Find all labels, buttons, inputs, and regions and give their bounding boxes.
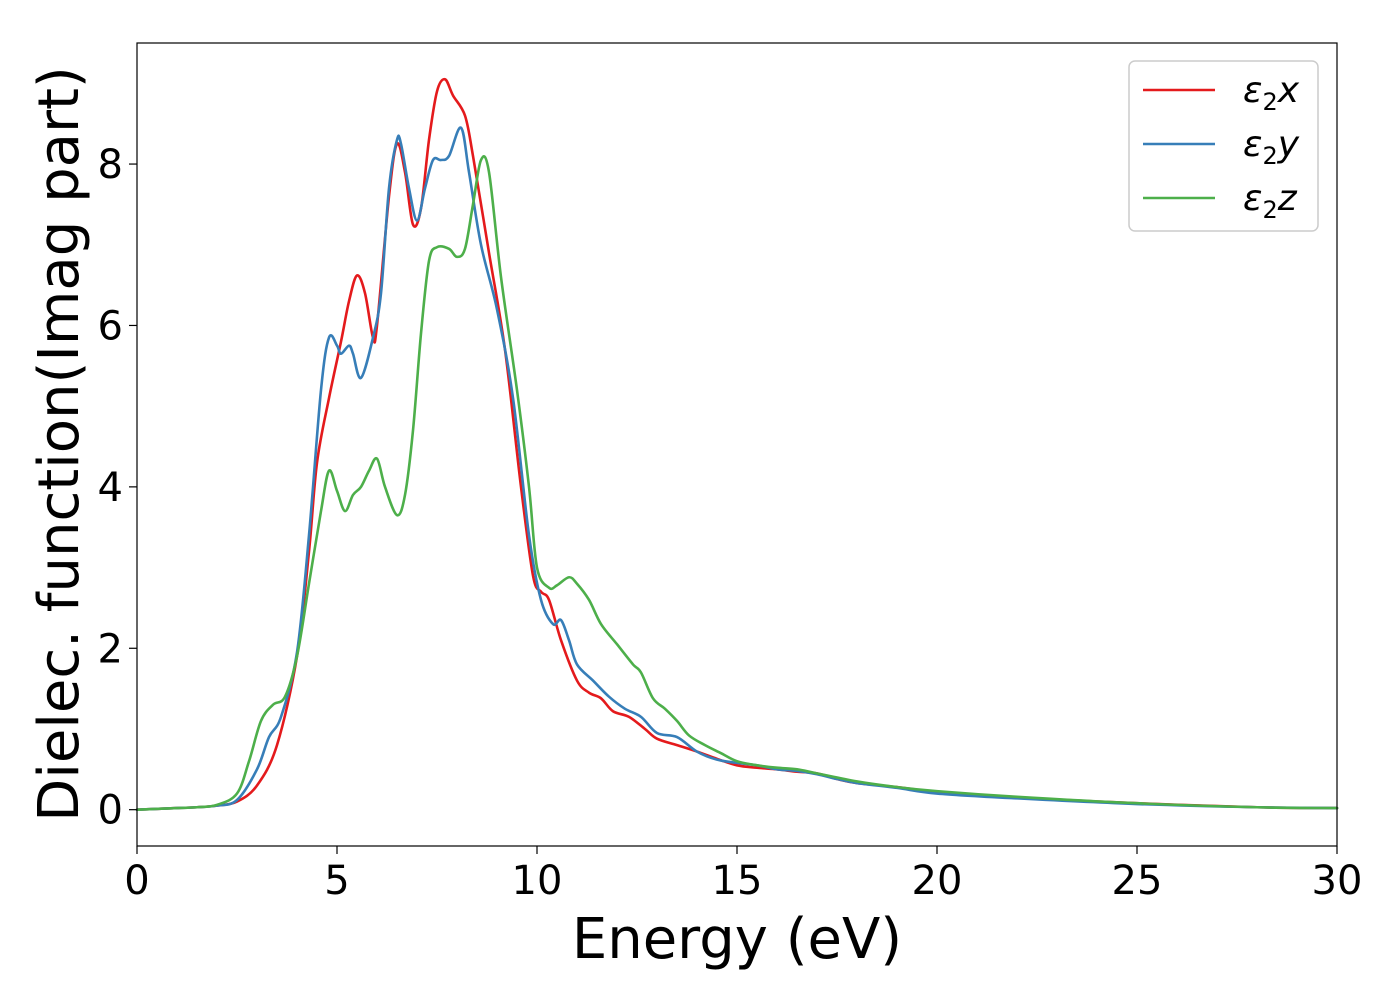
series-line-1 — [135, 126, 1339, 811]
x-axis-label: Energy (eV) — [572, 907, 902, 972]
legend-label-1: ε2y — [1243, 124, 1300, 170]
y-tick-label: 4 — [98, 465, 123, 511]
y-tick-label: 0 — [98, 788, 123, 834]
series-line-2 — [135, 155, 1339, 811]
x-tick-label: 25 — [1112, 858, 1163, 904]
x-tick-label: 20 — [912, 858, 963, 904]
x-tick-label: 30 — [1312, 858, 1363, 904]
x-tick-label: 10 — [512, 858, 563, 904]
y-tick-label: 2 — [98, 626, 123, 672]
series-lines — [135, 77, 1339, 811]
x-tick-label: 0 — [124, 858, 149, 904]
x-tick-label: 5 — [324, 858, 349, 904]
x-tick-label: 15 — [712, 858, 763, 904]
legend-box — [1128, 60, 1319, 232]
x-axis: 0 5 10 15 20 25 30 — [124, 846, 1362, 904]
legend: ε2x ε2y ε2z — [1128, 60, 1319, 232]
y-axis: 0 2 4 6 8 — [98, 142, 137, 834]
legend-label-2: ε2z — [1243, 178, 1298, 224]
y-tick-label: 6 — [98, 303, 123, 349]
y-axis-label: Dielec. function(Imag part) — [27, 66, 92, 822]
legend-label-0: ε2x — [1243, 70, 1300, 116]
y-tick-label: 8 — [98, 142, 123, 188]
